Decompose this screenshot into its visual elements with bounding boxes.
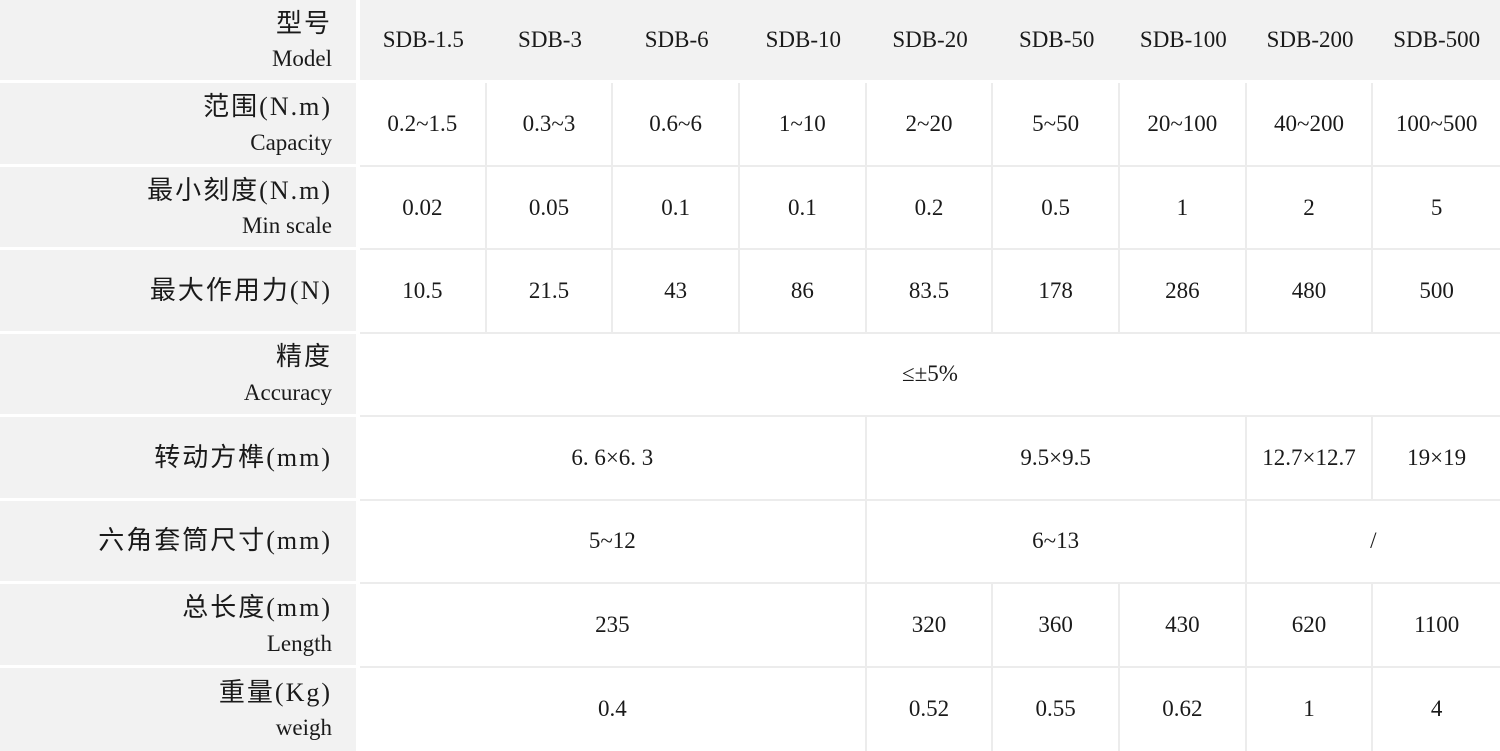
row-label-length: 总长度(mm) Length [0, 584, 360, 668]
capacity-cell: 20~100 [1119, 83, 1247, 167]
hex-socket-cell: 6~13 [866, 500, 1247, 585]
row-label-model-zh: 型号 [275, 8, 332, 38]
length-cell: 320 [866, 584, 994, 668]
hex-socket-cell: / [1246, 500, 1500, 585]
model-header-sdb-200: SDB-200 [1266, 27, 1354, 53]
length-cell: 1100 [1373, 584, 1500, 668]
min-scale-cell: 1 [1119, 166, 1247, 251]
row-label-capacity: 范围(N.m) Capacity [0, 83, 360, 167]
max-force-cell: 178 [993, 250, 1120, 334]
max-force-cell: 10.5 [360, 250, 487, 334]
model-header-sdb-100: SDB-100 [1139, 27, 1227, 53]
weight-cell: 0.52 [866, 667, 994, 751]
row-label-square-drive: 转动方榫(mm) [0, 417, 360, 501]
max-force-cell: 480 [1246, 250, 1374, 334]
model-header-sdb-10: SDB-10 [765, 27, 842, 53]
hex-socket-cell: 5~12 [360, 500, 867, 585]
row-label-accuracy: 精度 Accuracy [0, 333, 360, 418]
length-cell: 620 [1246, 584, 1374, 668]
capacity-cell: 5~50 [993, 83, 1120, 167]
max-force-cell: 83.5 [866, 250, 994, 334]
model-header-row: SDB-1.5 SDB-3 SDB-6 SDB-10 SDB-20 SDB-50… [360, 0, 1500, 84]
length-cell: 360 [993, 584, 1120, 668]
row-label-model: 型号 Model [0, 0, 360, 84]
row-label-min-scale: 最小刻度(N.m) Min scale [0, 166, 360, 251]
model-header-sdb-3: SDB-3 [518, 27, 582, 53]
length-cell: 235 [360, 584, 867, 668]
row-label-weight: 重量(Kg) weigh [0, 667, 360, 751]
min-scale-cell: 0.2 [866, 166, 994, 251]
row-label-max-force: 最大作用力(N) [0, 250, 360, 334]
model-header-sdb-500: SDB-500 [1393, 27, 1481, 53]
capacity-cell: 40~200 [1246, 83, 1374, 167]
model-header-sdb-20: SDB-20 [892, 27, 968, 53]
model-header-sdb-1-5: SDB-1.5 [382, 27, 464, 53]
capacity-cell: 100~500 [1373, 83, 1500, 167]
accuracy-cell: ≤±5% [360, 333, 1500, 418]
capacity-cell: 2~20 [866, 83, 994, 167]
capacity-cell: 0.6~6 [613, 83, 740, 167]
square-drive-cell: 9.5×9.5 [866, 417, 1247, 501]
weight-cell: 4 [1373, 667, 1500, 751]
model-header-sdb-50: SDB-50 [1018, 27, 1095, 53]
square-drive-cell: 6. 6×6. 3 [360, 417, 867, 501]
min-scale-cell: 5 [1373, 166, 1500, 251]
weight-cell: 0.55 [993, 667, 1120, 751]
min-scale-cell: 0.5 [993, 166, 1120, 251]
square-drive-cell: 19×19 [1373, 417, 1500, 501]
min-scale-cell: 0.1 [739, 166, 867, 251]
max-force-cell: 86 [739, 250, 867, 334]
weight-cell: 0.62 [1119, 667, 1247, 751]
min-scale-cell: 0.02 [360, 166, 487, 251]
max-force-cell: 21.5 [486, 250, 614, 334]
min-scale-cell: 0.1 [613, 166, 740, 251]
min-scale-cell: 0.05 [486, 166, 614, 251]
max-force-cell: 43 [613, 250, 740, 334]
capacity-cell: 0.2~1.5 [360, 83, 487, 167]
row-label-hex-socket: 六角套筒尺寸(mm) [0, 500, 360, 585]
min-scale-cell: 2 [1246, 166, 1374, 251]
max-force-cell: 286 [1119, 250, 1247, 334]
model-header-sdb-6: SDB-6 [644, 27, 709, 53]
capacity-cell: 1~10 [739, 83, 867, 167]
capacity-cell: 0.3~3 [486, 83, 614, 167]
row-label-model-en: Model [271, 46, 332, 72]
length-cell: 430 [1119, 584, 1247, 668]
square-drive-cell: 12.7×12.7 [1246, 417, 1374, 501]
weight-cell: 0.4 [360, 667, 867, 751]
weight-cell: 1 [1246, 667, 1374, 751]
max-force-cell: 500 [1373, 250, 1500, 334]
